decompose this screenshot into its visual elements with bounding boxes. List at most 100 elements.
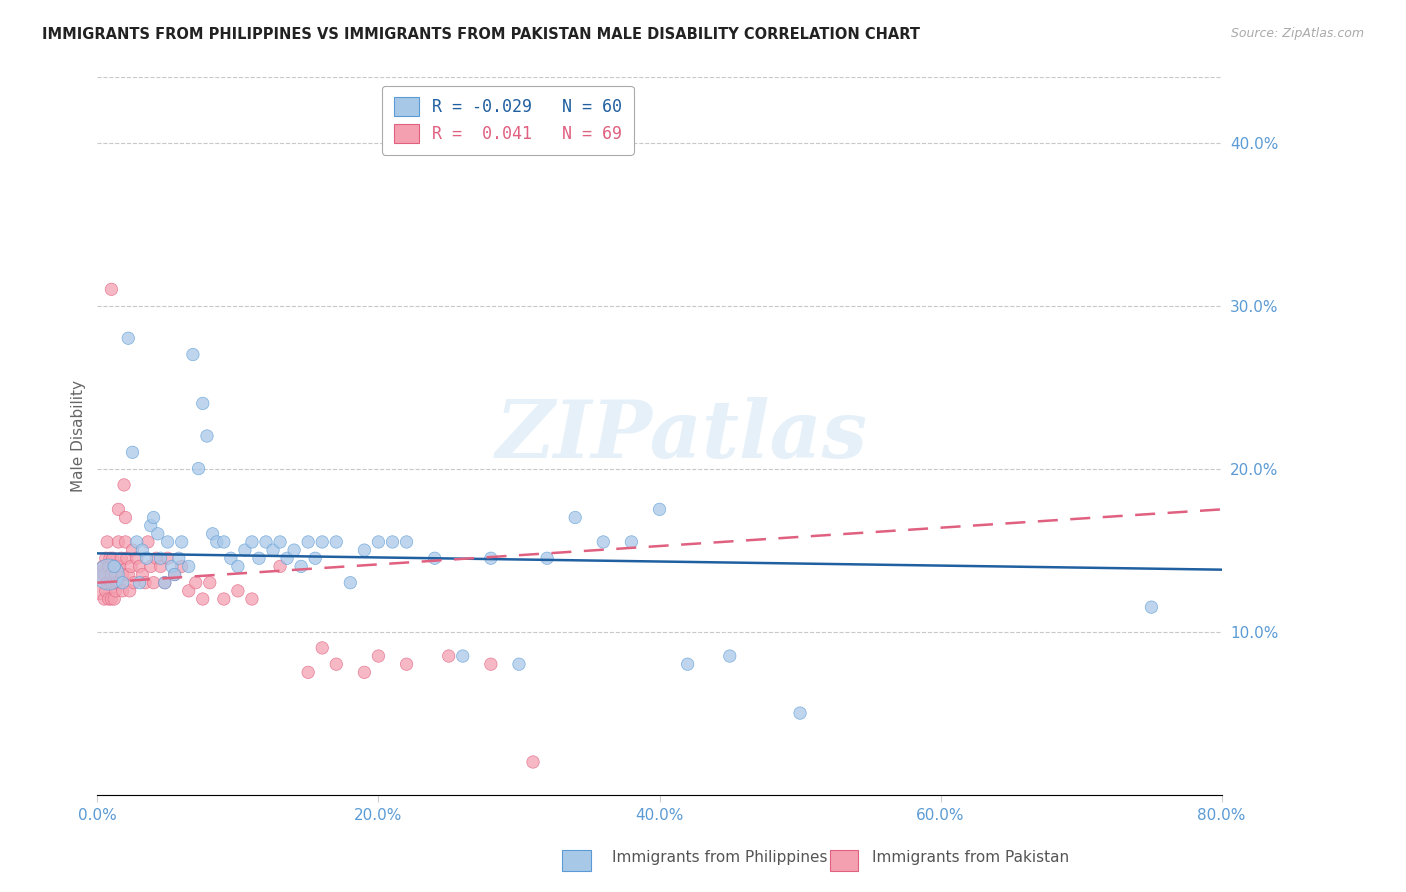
Point — [117, 567, 139, 582]
Point — [149, 551, 172, 566]
Point — [226, 559, 249, 574]
Point — [226, 583, 249, 598]
Point — [103, 559, 125, 574]
Point — [395, 535, 418, 549]
Point — [522, 755, 544, 769]
Point — [139, 559, 162, 574]
Point — [240, 592, 263, 607]
Point — [101, 575, 124, 590]
Point — [103, 559, 125, 574]
Point — [125, 551, 148, 566]
Point — [269, 535, 291, 549]
Point — [142, 575, 165, 590]
Y-axis label: Male Disability: Male Disability — [72, 380, 86, 492]
Point — [325, 535, 347, 549]
Point — [325, 657, 347, 672]
Point — [167, 551, 190, 566]
Text: Immigrants from Pakistan: Immigrants from Pakistan — [872, 850, 1069, 865]
Point — [90, 575, 112, 590]
Point — [121, 445, 143, 459]
Point — [153, 575, 176, 590]
Point — [177, 583, 200, 598]
Point — [191, 396, 214, 410]
Point — [676, 657, 699, 672]
Point — [139, 518, 162, 533]
Point — [97, 567, 120, 582]
Point — [381, 535, 404, 549]
Point — [146, 526, 169, 541]
Point — [94, 583, 117, 598]
Point — [198, 575, 221, 590]
Point — [592, 535, 614, 549]
Point — [648, 502, 671, 516]
Point — [94, 551, 117, 566]
Point — [479, 657, 502, 672]
Point — [395, 657, 418, 672]
Point — [1140, 600, 1163, 615]
Point — [125, 535, 148, 549]
Point — [156, 535, 179, 549]
Point — [121, 543, 143, 558]
Point — [107, 535, 129, 549]
Point — [212, 592, 235, 607]
Point — [311, 640, 333, 655]
Point — [262, 543, 284, 558]
Text: ZIPatlas: ZIPatlas — [496, 397, 868, 475]
Point — [134, 575, 156, 590]
Point — [536, 551, 558, 566]
Point — [451, 648, 474, 663]
Point — [103, 592, 125, 607]
Point — [479, 551, 502, 566]
Point — [108, 575, 131, 590]
Point — [160, 559, 183, 574]
Point — [131, 543, 153, 558]
Point — [128, 559, 150, 574]
Point — [118, 583, 141, 598]
Point — [156, 551, 179, 566]
Point — [170, 559, 193, 574]
Point — [120, 559, 142, 574]
Point — [201, 526, 224, 541]
Point — [128, 575, 150, 590]
Point — [254, 535, 277, 549]
Point — [108, 559, 131, 574]
Point — [290, 559, 312, 574]
Point — [142, 510, 165, 524]
Point — [437, 648, 460, 663]
Point — [145, 551, 167, 566]
Text: Immigrants from Philippines: Immigrants from Philippines — [612, 850, 827, 865]
Point — [212, 535, 235, 549]
Point — [136, 535, 159, 549]
Point — [114, 510, 136, 524]
Point — [564, 510, 586, 524]
Point — [423, 551, 446, 566]
Point — [114, 535, 136, 549]
Point — [195, 429, 218, 443]
Point — [115, 551, 138, 566]
Point — [353, 665, 375, 680]
Point — [97, 592, 120, 607]
Point — [107, 502, 129, 516]
Point — [101, 551, 124, 566]
Point — [297, 665, 319, 680]
Point — [153, 575, 176, 590]
Point — [718, 648, 741, 663]
Point — [789, 706, 811, 720]
Point — [104, 567, 127, 582]
Point — [177, 559, 200, 574]
Point — [181, 347, 204, 361]
Point — [111, 575, 134, 590]
Point — [367, 648, 389, 663]
Legend: R = -0.029   N = 60, R =  0.041   N = 69: R = -0.029 N = 60, R = 0.041 N = 69 — [382, 86, 634, 155]
Text: IMMIGRANTS FROM PHILIPPINES VS IMMIGRANTS FROM PAKISTAN MALE DISABILITY CORRELAT: IMMIGRANTS FROM PHILIPPINES VS IMMIGRANT… — [42, 27, 920, 42]
Point — [247, 551, 270, 566]
Point — [311, 535, 333, 549]
Point — [297, 535, 319, 549]
Point — [620, 535, 643, 549]
Point — [112, 478, 135, 492]
Point — [508, 657, 530, 672]
Point — [205, 535, 228, 549]
Point — [283, 543, 305, 558]
Point — [105, 575, 128, 590]
Point — [219, 551, 242, 566]
